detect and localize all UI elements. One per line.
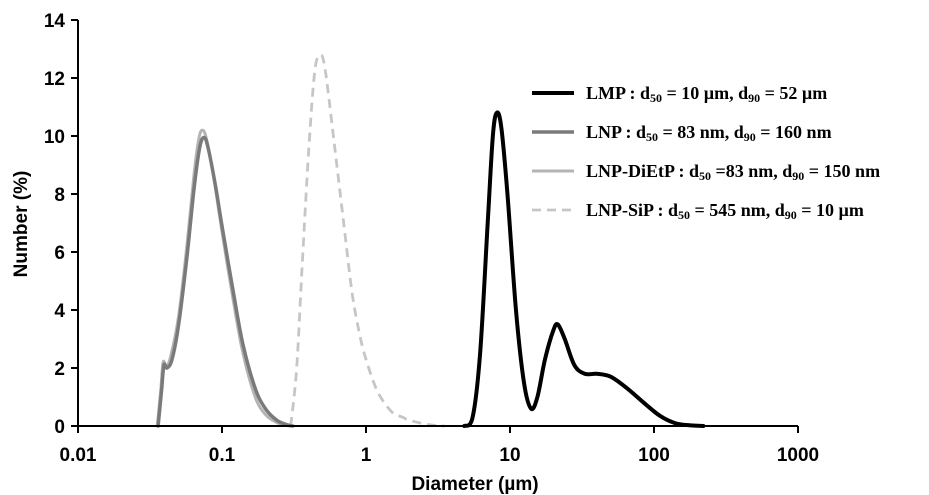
series-line-lmp xyxy=(462,110,706,428)
legend-subscript: 90 xyxy=(792,169,804,183)
legend-text-part: LNP-DiEtP : d xyxy=(586,161,699,181)
y-axis-ticks: 0 2 4 6 8 10 12 14 xyxy=(44,11,78,438)
y-tick-label: 0 xyxy=(54,417,65,438)
y-tick-label: 6 xyxy=(54,243,65,264)
y-tick-label: 4 xyxy=(54,301,65,322)
y-tick-label: 12 xyxy=(44,69,65,90)
legend-text-part: = 160 nm xyxy=(756,122,832,142)
legend-label-lnp-dietp: LNP-DiEtP : d50 =83 nm, d90 = 150 nm xyxy=(586,161,880,183)
legend-subscript: 50 xyxy=(646,130,658,144)
legend-subscript: 50 xyxy=(650,91,662,105)
legend-text-part: LNP-SiP : d xyxy=(586,200,678,220)
y-tick-label: 2 xyxy=(54,359,65,380)
x-tick-label: 0.01 xyxy=(60,445,97,466)
legend-text-part: = 83 nm, d xyxy=(658,122,744,142)
x-axis-ticks: 0.01 0.1 1 10 100 1000 xyxy=(60,426,819,466)
series-line-lnp xyxy=(156,135,295,428)
legend-label-lmp: LMP : d50 = 10 µm, d90 = 52 µm xyxy=(586,83,827,105)
series-line-lnp-sip xyxy=(289,53,445,428)
series-line-lnp-dietp xyxy=(155,128,293,428)
legend-label-lnp-sip: LNP-SiP : d50 = 545 nm, d90 = 10 µm xyxy=(586,200,864,222)
legend-text-part: = 545 nm, d xyxy=(690,200,785,220)
legend-text-part: = 150 nm xyxy=(804,161,880,181)
x-tick-label: 1 xyxy=(361,445,372,466)
legend-text-part: =83 nm, d xyxy=(711,161,792,181)
y-axis-title: Number (%) xyxy=(11,171,32,278)
legend-text-part: LNP : d xyxy=(586,122,646,142)
x-tick-label: 10 xyxy=(499,445,520,466)
legend-text-part: = 10 µm xyxy=(797,200,864,220)
x-tick-label: 0.1 xyxy=(209,445,236,466)
legend-text-part: = 10 µm, d xyxy=(662,83,748,103)
y-tick-label: 14 xyxy=(44,11,66,32)
x-tick-label: 100 xyxy=(638,445,670,466)
x-tick-label: 1000 xyxy=(777,445,819,466)
legend-text-part: = 52 µm xyxy=(760,83,827,103)
legend-subscript: 90 xyxy=(785,208,797,222)
legend-subscript: 90 xyxy=(748,91,760,105)
legend-subscript: 90 xyxy=(744,130,756,144)
legend-subscript: 50 xyxy=(678,208,690,222)
series-lines xyxy=(155,53,706,428)
y-tick-label: 10 xyxy=(44,127,65,148)
y-tick-label: 8 xyxy=(54,185,65,206)
x-axis-title: Diameter (µm) xyxy=(411,474,538,495)
legend-subscript: 50 xyxy=(699,169,711,183)
legend-label-lnp: LNP : d50 = 83 nm, d90 = 160 nm xyxy=(586,122,832,144)
legend-text-part: LMP : d xyxy=(586,83,650,103)
